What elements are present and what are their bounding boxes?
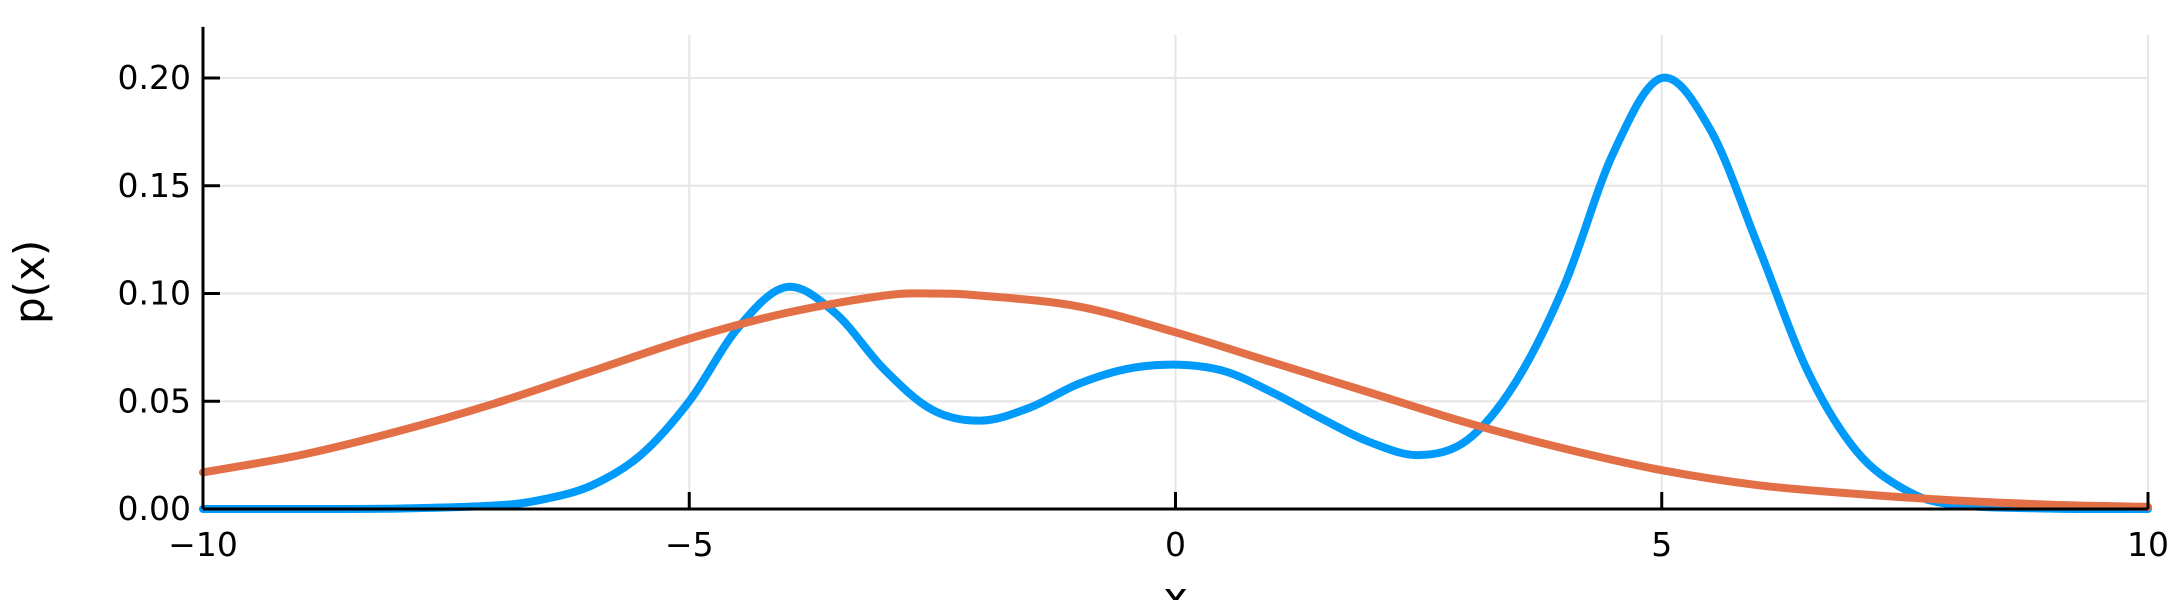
ticks: −10 −5 0 5 10 0.00 0.05 0.10 0.15 0.20 bbox=[118, 58, 2169, 564]
y-axis-label: p(x) bbox=[5, 240, 54, 324]
y-tick-label: 0.10 bbox=[118, 274, 191, 313]
grid bbox=[202, 34, 2149, 510]
x-tick-label: 0 bbox=[1165, 525, 1186, 564]
x-tick-label: −5 bbox=[665, 525, 714, 564]
series-line-2 bbox=[199, 289, 2152, 511]
x-axis-label: x bbox=[1163, 573, 1188, 600]
series-layer bbox=[199, 73, 2152, 514]
x-tick-label: −10 bbox=[168, 525, 238, 564]
x-tick-label: 5 bbox=[1651, 525, 1672, 564]
x-tick-label: 10 bbox=[2127, 525, 2169, 564]
y-tick-label: 0.20 bbox=[118, 58, 191, 97]
y-tick-label: 0.15 bbox=[118, 166, 191, 205]
y-tick-label: 0.00 bbox=[118, 489, 191, 528]
series-line-1 bbox=[199, 73, 2152, 514]
y-tick-label: 0.05 bbox=[118, 381, 191, 420]
